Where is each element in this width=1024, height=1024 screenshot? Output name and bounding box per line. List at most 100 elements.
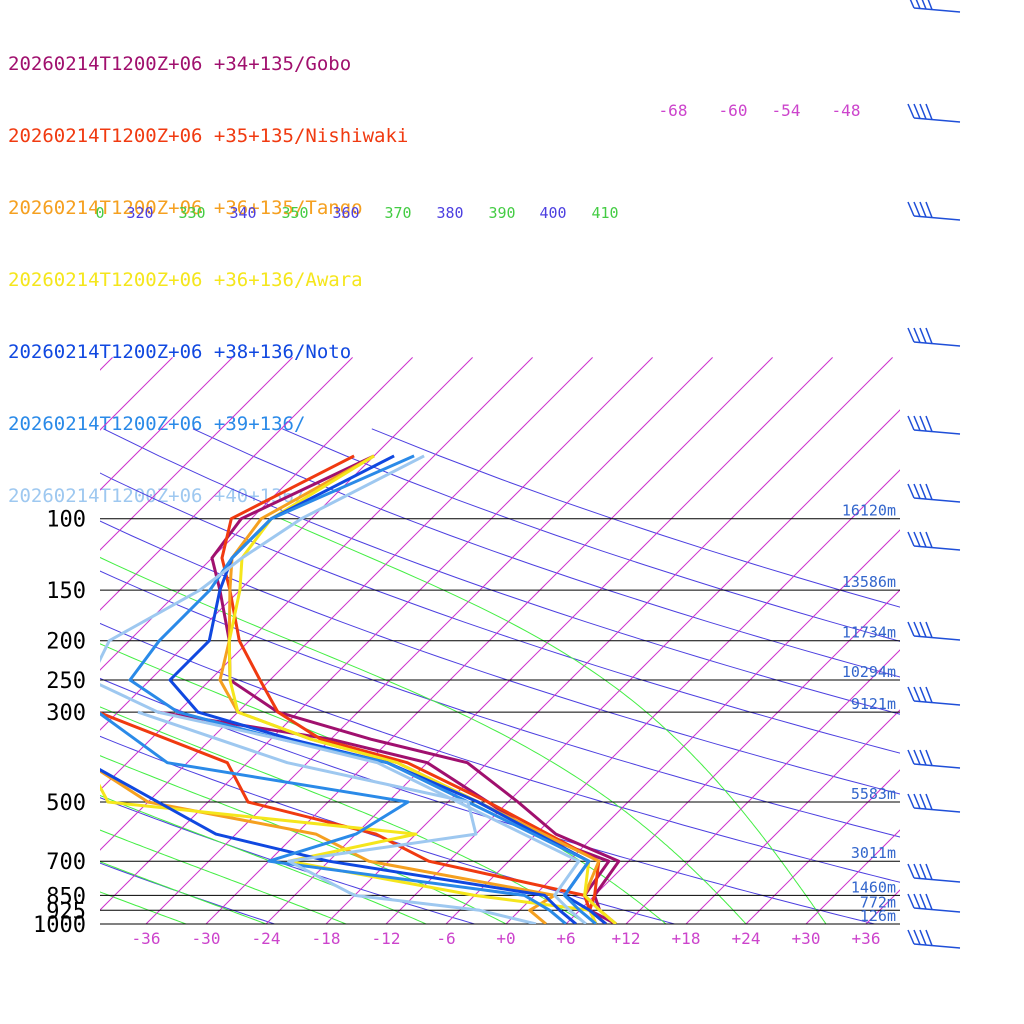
legend-entry-39-136: 20260214T1200Z+06 +39+136/ <box>8 413 306 435</box>
wind-barb-flag <box>925 863 933 880</box>
moist-adiabat-line <box>100 755 507 924</box>
height-label: 772m <box>860 893 896 911</box>
wind-barb-staff <box>913 429 961 435</box>
legend-entry-tango: 20260214T1200Z+06 +36+135/Tango <box>8 197 363 219</box>
wind-barb-staff <box>913 215 961 221</box>
upper-isotherm-label: -54 <box>772 101 801 120</box>
wind-barb-flag <box>919 893 927 910</box>
wind-barb-staff <box>913 907 961 913</box>
wind-barb-flag <box>925 103 933 120</box>
wind-barb-flag <box>907 929 915 945</box>
wind-barb-staff <box>913 341 961 347</box>
pressure-label: 300 <box>46 701 86 726</box>
wind-barb <box>907 531 961 551</box>
upper-isotherm-label: -68 <box>659 101 688 120</box>
wind-barb-staff <box>913 497 961 503</box>
upper-isotherm-label: -48 <box>832 101 861 120</box>
dewpoint-line-4 <box>100 768 577 924</box>
legend-entry-nishiwaki: 20260214T1200Z+06 +35+135/Nishiwaki <box>8 125 409 147</box>
wind-barb-flag <box>907 749 915 765</box>
wind-barb <box>907 483 961 503</box>
wind-barb-flag <box>919 531 927 548</box>
isotherm-line <box>926 357 1024 924</box>
wind-barb-flag <box>909 0 915 9</box>
wind-barb <box>907 621 961 641</box>
pressure-label: 250 <box>46 669 86 694</box>
wind-barb <box>907 415 961 435</box>
height-label: 11734m <box>842 624 896 642</box>
wind-barb-flag <box>925 929 933 946</box>
wind-barb-flag <box>919 793 927 810</box>
dry-adiabat-line <box>100 622 900 883</box>
theta-label: 340 <box>229 204 256 222</box>
dry-adiabat-line <box>192 428 900 678</box>
pressure-label: 700 <box>46 850 86 875</box>
wind-barb-flag <box>925 483 933 500</box>
wind-barb <box>907 793 961 813</box>
upper-isotherm-label: -60 <box>719 101 748 120</box>
height-label: 126m <box>860 907 896 925</box>
wind-barb <box>907 749 961 769</box>
x-tick-label: +36 <box>852 929 881 948</box>
isotherm-line <box>685 709 900 924</box>
legend-entry-40-136: 20260214T1200Z+06 +40+136/ <box>8 485 306 507</box>
wind-barb-flag <box>913 929 921 945</box>
x-tick-label: -24 <box>252 929 281 948</box>
wind-barb-flag <box>919 929 927 946</box>
height-label: 9121m <box>851 695 896 713</box>
wind-barb-flag <box>913 863 921 879</box>
dry-adiabat-line <box>100 520 900 795</box>
moist-adiabat-line <box>100 794 427 924</box>
isotherm-line <box>100 357 233 491</box>
temperature-line-0 <box>210 454 621 924</box>
wind-barb-flag <box>907 621 915 637</box>
dry-adiabat-line <box>100 862 277 924</box>
height-label: 1460m <box>851 878 896 896</box>
wind-barb-flag <box>907 327 915 343</box>
wind-barb-flag <box>919 103 927 120</box>
x-tick-label: +30 <box>792 929 821 948</box>
wind-barb <box>907 893 961 913</box>
axes-labels: -36 -30 -24 -18 -12 -6 +0 +6 +12 +18 +24 +30 +36 -68 -… <box>95 101 880 948</box>
wind-barb-flag <box>925 621 933 638</box>
wind-barb-flag <box>925 793 933 810</box>
x-tick-label: +18 <box>672 929 701 948</box>
x-tick-label: -6 <box>436 929 455 948</box>
wind-barb-flag <box>907 686 915 702</box>
pressure-label: 150 <box>46 579 86 604</box>
x-tick-label: -18 <box>312 929 341 948</box>
wind-barb-flag <box>913 749 921 765</box>
temperature-line-3 <box>227 454 617 924</box>
wind-barb-flag <box>921 0 927 10</box>
wind-barb-staff <box>913 545 961 551</box>
theta-label: 380 <box>436 204 463 222</box>
wind-barb-flag <box>913 793 921 809</box>
height-label: 10294m <box>842 663 896 681</box>
pressure-label: 100 <box>46 508 86 533</box>
pressure-label: 500 <box>46 791 86 816</box>
wind-barb-flag <box>913 103 921 119</box>
x-tick-label: +0 <box>496 929 515 948</box>
wind-barb-flag <box>907 201 915 217</box>
wind-barb-staff <box>913 763 961 769</box>
wind-barb-staff <box>913 807 961 813</box>
chart-legend: 20260214T1200Z+06 +34+135/Gobo 20260214T… <box>8 4 408 532</box>
temperature-line-2 <box>218 454 617 924</box>
wind-barb-flag <box>913 483 921 499</box>
theta-label: 400 <box>539 204 566 222</box>
wind-barb-flag <box>925 531 933 548</box>
height-label: 13586m <box>842 573 896 591</box>
wind-barb <box>907 103 961 123</box>
height-label: 5583m <box>851 785 896 803</box>
wind-barb-flag <box>915 0 921 9</box>
sounding-series <box>100 454 621 924</box>
wind-barb-flag <box>907 531 915 547</box>
x-tick-label: +12 <box>612 929 641 948</box>
wind-barb-flag <box>925 686 933 703</box>
wind-barb-flag <box>919 863 927 880</box>
wind-barbs <box>907 0 961 949</box>
theta-label: 330 <box>178 204 205 222</box>
theta-label: 390 <box>488 204 515 222</box>
temperature-line-1 <box>220 454 607 924</box>
legend-entry-noto: 20260214T1200Z+06 +38+136/Noto <box>8 341 352 363</box>
